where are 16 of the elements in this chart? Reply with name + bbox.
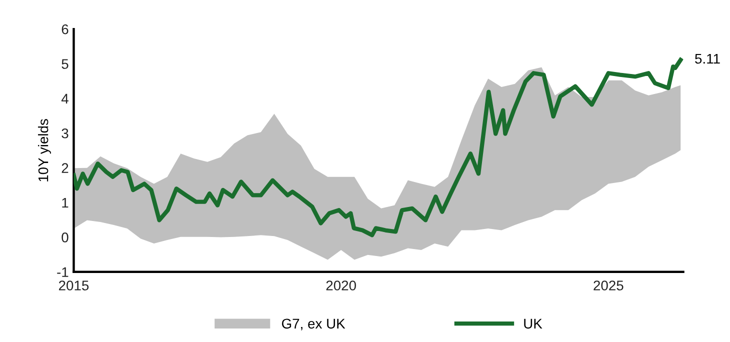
legend-label: UK	[524, 318, 542, 329]
y-tick-label: 5	[62, 59, 68, 69]
y-tick-label: 6	[62, 24, 68, 34]
y-tick-label: 1	[62, 198, 68, 208]
x-tick-label: 2025	[594, 280, 624, 290]
line-series	[74, 58, 683, 238]
y-axis-title: 10Y yields	[38, 119, 51, 182]
x-tick-label: 2015	[58, 280, 89, 290]
annotation: 5.11	[695, 54, 720, 64]
x-tick-label: 2020	[326, 280, 356, 290]
y-tick-label: 0	[62, 232, 68, 242]
y-tick-label: -1	[57, 267, 68, 277]
y-tick-label: 4	[61, 94, 68, 104]
y-tick-label: 2	[62, 163, 68, 173]
y-tick-label: 3	[62, 128, 68, 138]
legend-label: G7, ex UK	[282, 318, 346, 330]
